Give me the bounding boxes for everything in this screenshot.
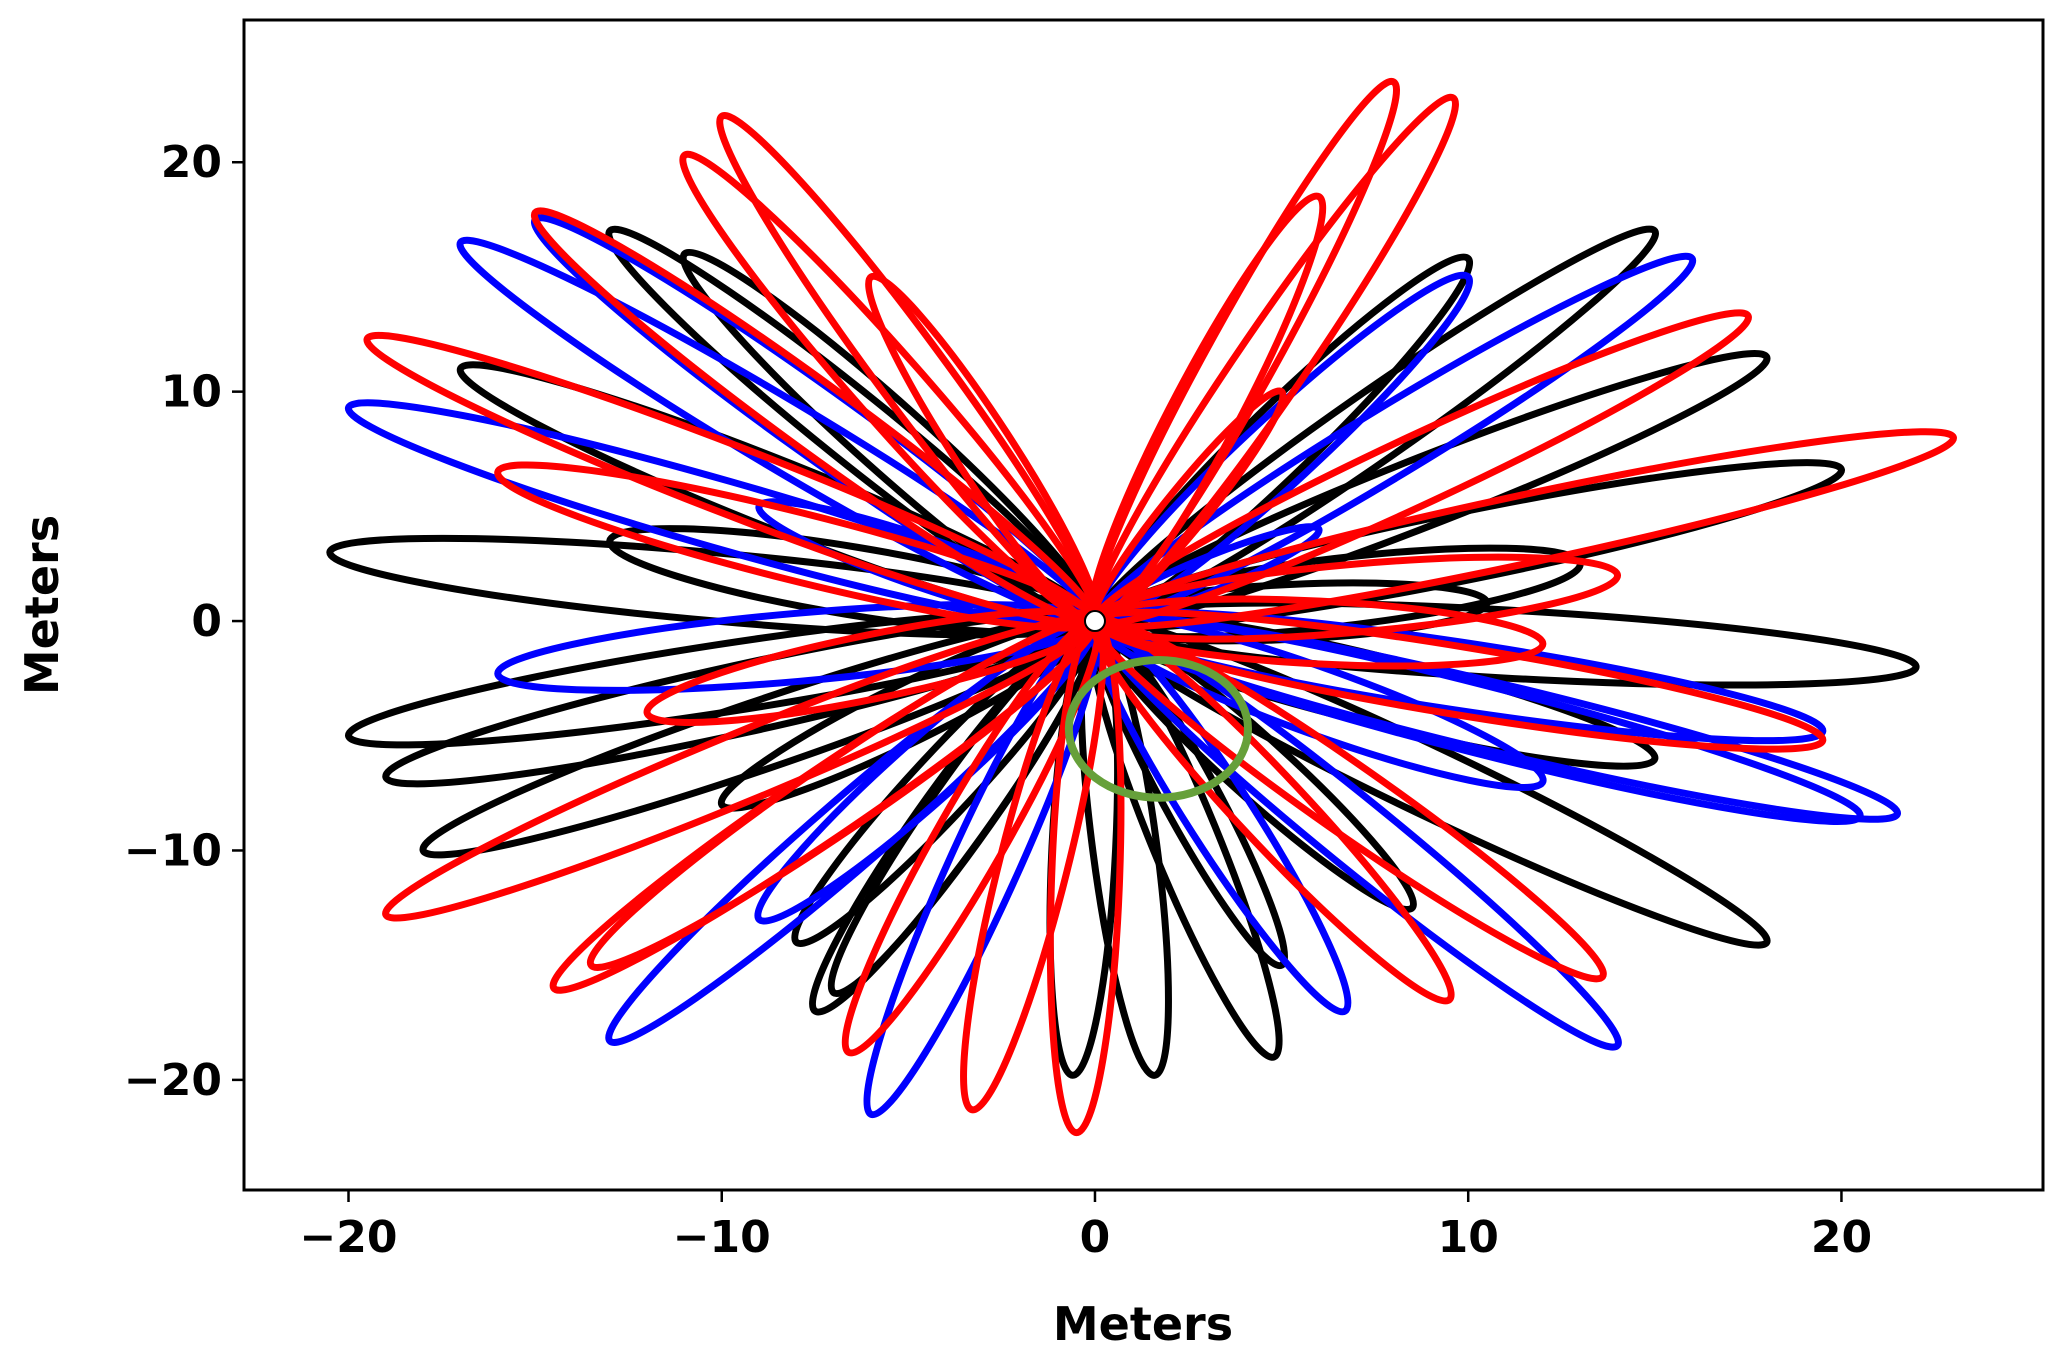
x-tick-label: 0: [1080, 1212, 1111, 1263]
y-axis-label: Meters: [15, 515, 69, 695]
x-tick-label: −20: [299, 1212, 397, 1263]
x-tick-label: 20: [1811, 1212, 1872, 1263]
y-tick-label: 20: [161, 137, 222, 188]
axes-group: −20 −10 0 10 20 −20 −10 0 10 20: [124, 137, 1872, 1263]
y-tick-label: −20: [124, 1055, 222, 1106]
y-tick-label: 0: [191, 596, 222, 647]
x-tick-label: −10: [673, 1212, 771, 1263]
green-ellipse: [1064, 656, 1253, 802]
x-tick-label: 10: [1438, 1212, 1499, 1263]
x-axis-label: Meters: [1053, 1297, 1233, 1351]
y-tick-label: 10: [161, 367, 222, 418]
y-tick-label: −10: [124, 825, 222, 876]
loops-group: [326, 77, 1957, 1137]
plot-frame: [242, 18, 2045, 1192]
origin-point: [1083, 610, 1106, 633]
